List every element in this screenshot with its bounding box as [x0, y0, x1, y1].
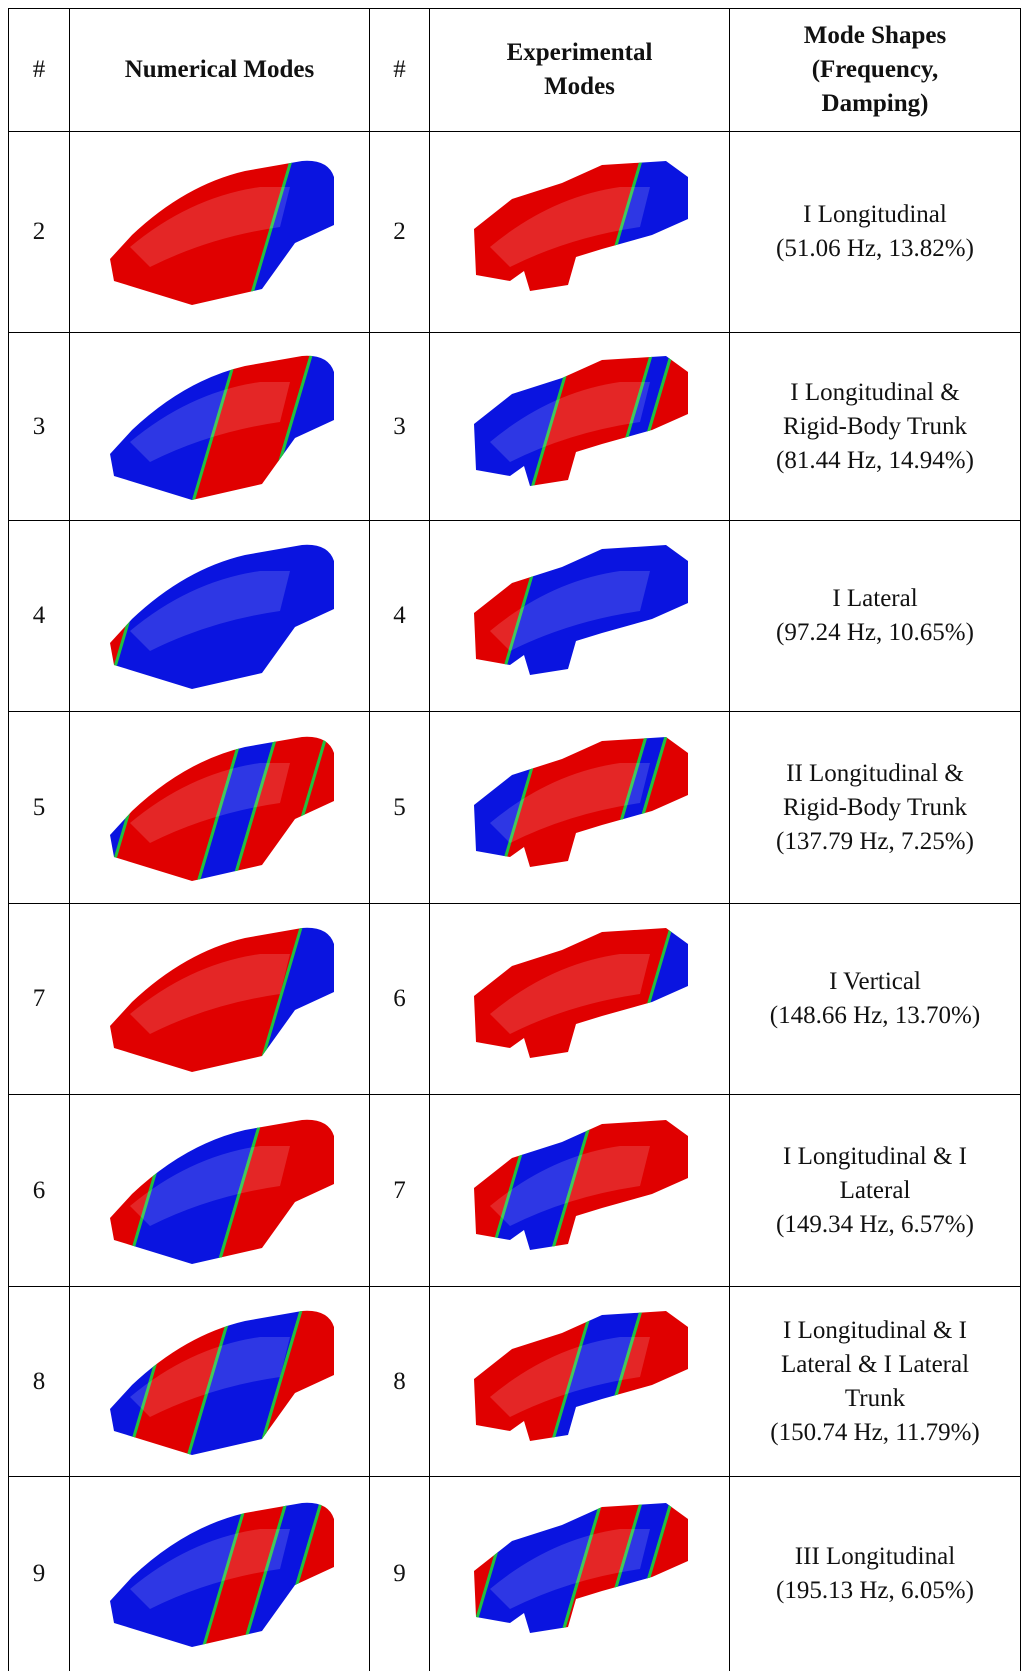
- experimental-mode-cell: [430, 1287, 730, 1477]
- table-row: 2 2 I Longitudinal(51.06 Hz, 13.82%): [9, 132, 1021, 333]
- description-line: I Longitudinal: [730, 198, 1020, 232]
- numerical-mode-cell: [70, 333, 370, 521]
- mode-shape-image: [90, 723, 350, 893]
- description-line: III Longitudinal: [730, 1540, 1020, 1574]
- mode-shape-image: [90, 1489, 350, 1659]
- mode-description: III Longitudinal(195.13 Hz, 6.05%): [730, 1477, 1021, 1671]
- numerical-mode-cell: [70, 712, 370, 904]
- numerical-mode-cell: [70, 1477, 370, 1671]
- numerical-mode-number: 9: [9, 1477, 70, 1671]
- numerical-mode-cell: [70, 132, 370, 333]
- description-line: I Longitudinal &: [730, 376, 1020, 410]
- description-line: Trunk: [730, 1382, 1020, 1416]
- experimental-mode-number: 6: [370, 904, 430, 1095]
- description-line: II Longitudinal &: [730, 757, 1020, 791]
- table-row: 7 6 I Vertical(148.66 Hz, 13.70%): [9, 904, 1021, 1095]
- experimental-mode-number: 8: [370, 1287, 430, 1477]
- table-row: 3 3 I Longitudinal &Rigid-Body Trunk(81.44…: [9, 333, 1021, 521]
- description-line: (149.34 Hz, 6.57%): [730, 1208, 1020, 1242]
- header-cell: Mode Shapes (Frequency, Damping): [730, 9, 1021, 132]
- numerical-mode-number: 3: [9, 333, 70, 521]
- mode-shape-image: [90, 531, 350, 701]
- description-line: I Longitudinal & I: [730, 1314, 1020, 1348]
- mode-shape-image: [450, 1106, 710, 1276]
- mode-description: I Longitudinal &Rigid-Body Trunk(81.44 H…: [730, 333, 1021, 521]
- description-line: (97.24 Hz, 10.65%): [730, 616, 1020, 650]
- table-row: 4 4 I Lateral(97.24 Hz, 10.65%): [9, 521, 1021, 712]
- header-cell: Experimental Modes: [430, 9, 730, 132]
- experimental-mode-cell: [430, 904, 730, 1095]
- experimental-mode-number: 3: [370, 333, 430, 521]
- numerical-mode-number: 8: [9, 1287, 70, 1477]
- table-row: 9 9 III Longitudinal(195.13 Hz, 6.05%): [9, 1477, 1021, 1671]
- numerical-mode-cell: [70, 1287, 370, 1477]
- description-line: I Vertical: [730, 965, 1020, 999]
- numerical-mode-number: 4: [9, 521, 70, 712]
- numerical-mode-number: 2: [9, 132, 70, 333]
- numerical-mode-number: 6: [9, 1095, 70, 1287]
- mode-shape-image: [450, 1297, 710, 1467]
- experimental-mode-cell: [430, 1095, 730, 1287]
- mode-shape-image: [450, 147, 710, 317]
- description-line: (150.74 Hz, 11.79%): [730, 1416, 1020, 1450]
- header-cell: #: [9, 9, 70, 132]
- experimental-mode-number: 2: [370, 132, 430, 333]
- experimental-mode-cell: [430, 132, 730, 333]
- experimental-mode-cell: [430, 712, 730, 904]
- mode-shape-image: [450, 723, 710, 893]
- description-line: (137.79 Hz, 7.25%): [730, 825, 1020, 859]
- description-line: (195.13 Hz, 6.05%): [730, 1574, 1020, 1608]
- description-line: (81.44 Hz, 14.94%): [730, 444, 1020, 478]
- experimental-mode-number: 5: [370, 712, 430, 904]
- table-row: 5 5 II Longitudinal &Rigid-Body Trunk(137.…: [9, 712, 1021, 904]
- description-line: (148.66 Hz, 13.70%): [730, 999, 1020, 1033]
- mode-shape-image: [450, 531, 710, 701]
- mode-description: I Longitudinal(51.06 Hz, 13.82%): [730, 132, 1021, 333]
- numerical-mode-number: 5: [9, 712, 70, 904]
- mode-shape-image: [450, 342, 710, 512]
- mode-shape-image: [90, 1106, 350, 1276]
- mode-shape-image: [90, 147, 350, 317]
- page: {"table": { "header": ["#", "Numerical M…: [0, 0, 1024, 1670]
- description-line: Lateral: [730, 1174, 1020, 1208]
- mode-description: I Lateral(97.24 Hz, 10.65%): [730, 521, 1021, 712]
- header-row: # Numerical Modes # Experimental Modes M…: [9, 9, 1021, 132]
- description-line: (51.06 Hz, 13.82%): [730, 232, 1020, 266]
- experimental-mode-number: 4: [370, 521, 430, 712]
- mode-shape-image: [90, 914, 350, 1084]
- mode-shape-image: [450, 914, 710, 1084]
- experimental-mode-number: 7: [370, 1095, 430, 1287]
- mode-shape-image: [450, 1489, 710, 1659]
- numerical-mode-cell: [70, 904, 370, 1095]
- description-line: I Lateral: [730, 582, 1020, 616]
- description-line: Rigid-Body Trunk: [730, 410, 1020, 444]
- table-body: 2 2 I Longitudinal(51.06 Hz, 13.82%) 3 3 I Lo…: [9, 132, 1021, 1671]
- experimental-mode-cell: [430, 333, 730, 521]
- experimental-mode-cell: [430, 521, 730, 712]
- header-cell: Numerical Modes: [70, 9, 370, 132]
- experimental-mode-cell: [430, 1477, 730, 1671]
- mode-description: I Vertical(148.66 Hz, 13.70%): [730, 904, 1021, 1095]
- experimental-mode-number: 9: [370, 1477, 430, 1671]
- mode-shape-image: [90, 342, 350, 512]
- modes-table: # Numerical Modes # Experimental Modes M…: [8, 8, 1021, 1671]
- mode-shape-image: [90, 1297, 350, 1467]
- header-cell: #: [370, 9, 430, 132]
- description-line: Lateral & I Lateral: [730, 1348, 1020, 1382]
- mode-description: II Longitudinal &Rigid-Body Trunk(137.79…: [730, 712, 1021, 904]
- numerical-mode-number: 7: [9, 904, 70, 1095]
- numerical-mode-cell: [70, 1095, 370, 1287]
- numerical-mode-cell: [70, 521, 370, 712]
- description-line: Rigid-Body Trunk: [730, 791, 1020, 825]
- description-line: I Longitudinal & I: [730, 1140, 1020, 1174]
